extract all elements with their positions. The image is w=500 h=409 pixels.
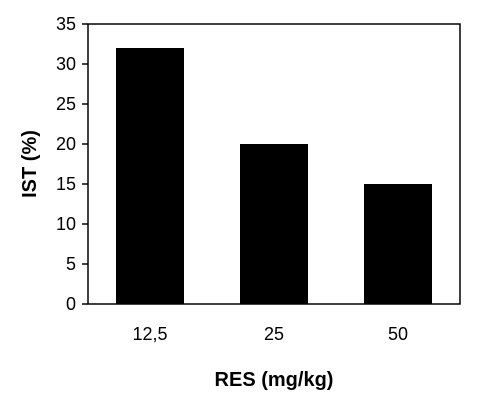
y-tick-label: 35 (56, 14, 76, 34)
y-axis-title: IST (%) (19, 130, 41, 198)
bar-50 (364, 184, 432, 304)
y-tick-label: 0 (66, 294, 76, 314)
y-tick-label: 30 (56, 54, 76, 74)
x-axis-ticks: 12,5 25 50 (132, 324, 408, 344)
x-tick-label: 25 (264, 324, 284, 344)
y-axis-ticks: 0 5 10 15 20 25 30 35 (56, 14, 88, 314)
x-tick-label: 50 (388, 324, 408, 344)
bar-25 (240, 144, 308, 304)
bars (116, 48, 432, 304)
x-tick-label: 12,5 (132, 324, 167, 344)
y-tick-label: 10 (56, 214, 76, 234)
bar-12,5 (116, 48, 184, 304)
y-tick-label: 15 (56, 174, 76, 194)
y-tick-label: 20 (56, 134, 76, 154)
plot-frame (87, 23, 461, 305)
y-tick-label: 25 (56, 94, 76, 114)
y-tick-label: 5 (66, 254, 76, 274)
x-axis-title: RES (mg/kg) (215, 369, 334, 391)
